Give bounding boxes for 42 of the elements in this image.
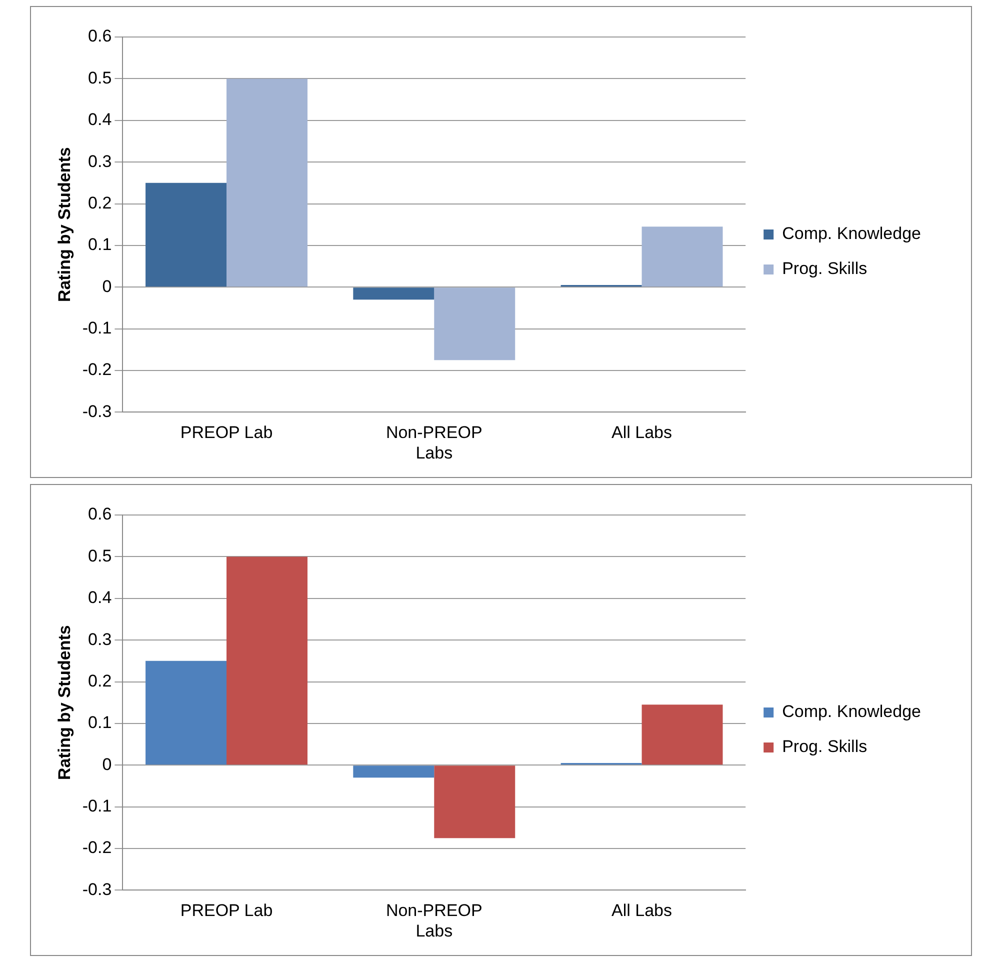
y-tick-label: 0 [102, 276, 112, 296]
y-tick-label: 0.6 [88, 26, 112, 46]
legend-label: Comp. Knowledge [782, 702, 922, 722]
y-tick-label: 0.5 [88, 68, 112, 88]
y-tick-label: -0.1 [82, 796, 112, 816]
y-tick-label: -0.1 [82, 318, 112, 338]
x-tick-label: All Labs [612, 423, 672, 442]
y-tick-label: 0.3 [88, 630, 112, 649]
y-tick-label: 0.2 [88, 193, 112, 212]
y-tick-label: -0.2 [82, 838, 112, 858]
bar [146, 660, 227, 765]
y-tick-label: -0.3 [82, 880, 112, 899]
y-tick-label: 0.5 [88, 546, 112, 566]
legend-label: Prog. Skills [782, 259, 868, 278]
bar [226, 556, 308, 765]
legend-label: Comp. Knowledge [782, 224, 922, 244]
y-tick-label: 0.1 [88, 713, 112, 732]
y-tick-label: 0.4 [88, 110, 112, 130]
y-tick-label: -0.2 [82, 360, 112, 380]
y-tick-label: 0.4 [88, 588, 112, 608]
y-axis-title: Rating by Students [54, 147, 74, 302]
x-tick-label: Non-PREOP Labs [386, 901, 482, 940]
legend-label: Prog. Skills [782, 737, 868, 756]
x-tick-label: All Labs [612, 901, 672, 920]
y-tick-label: 0.6 [88, 504, 112, 524]
bar [226, 78, 308, 287]
x-tick-label: PREOP Lab [180, 901, 273, 920]
bar [353, 766, 434, 778]
bar [642, 226, 723, 287]
bar [434, 288, 516, 360]
x-tick-label: Non-PREOP Labs [386, 423, 482, 462]
y-axis-title: Rating by Students [54, 625, 74, 780]
y-tick-label: -0.3 [82, 402, 112, 421]
bar [146, 182, 227, 287]
bar [434, 766, 516, 838]
bar [642, 704, 723, 765]
bar [353, 288, 434, 300]
y-tick-label: 0.3 [88, 152, 112, 171]
x-tick-label: PREOP Lab [180, 423, 273, 442]
y-tick-label: 0.1 [88, 235, 112, 254]
y-tick-label: 0 [102, 754, 112, 774]
y-tick-label: 0.2 [88, 671, 112, 690]
